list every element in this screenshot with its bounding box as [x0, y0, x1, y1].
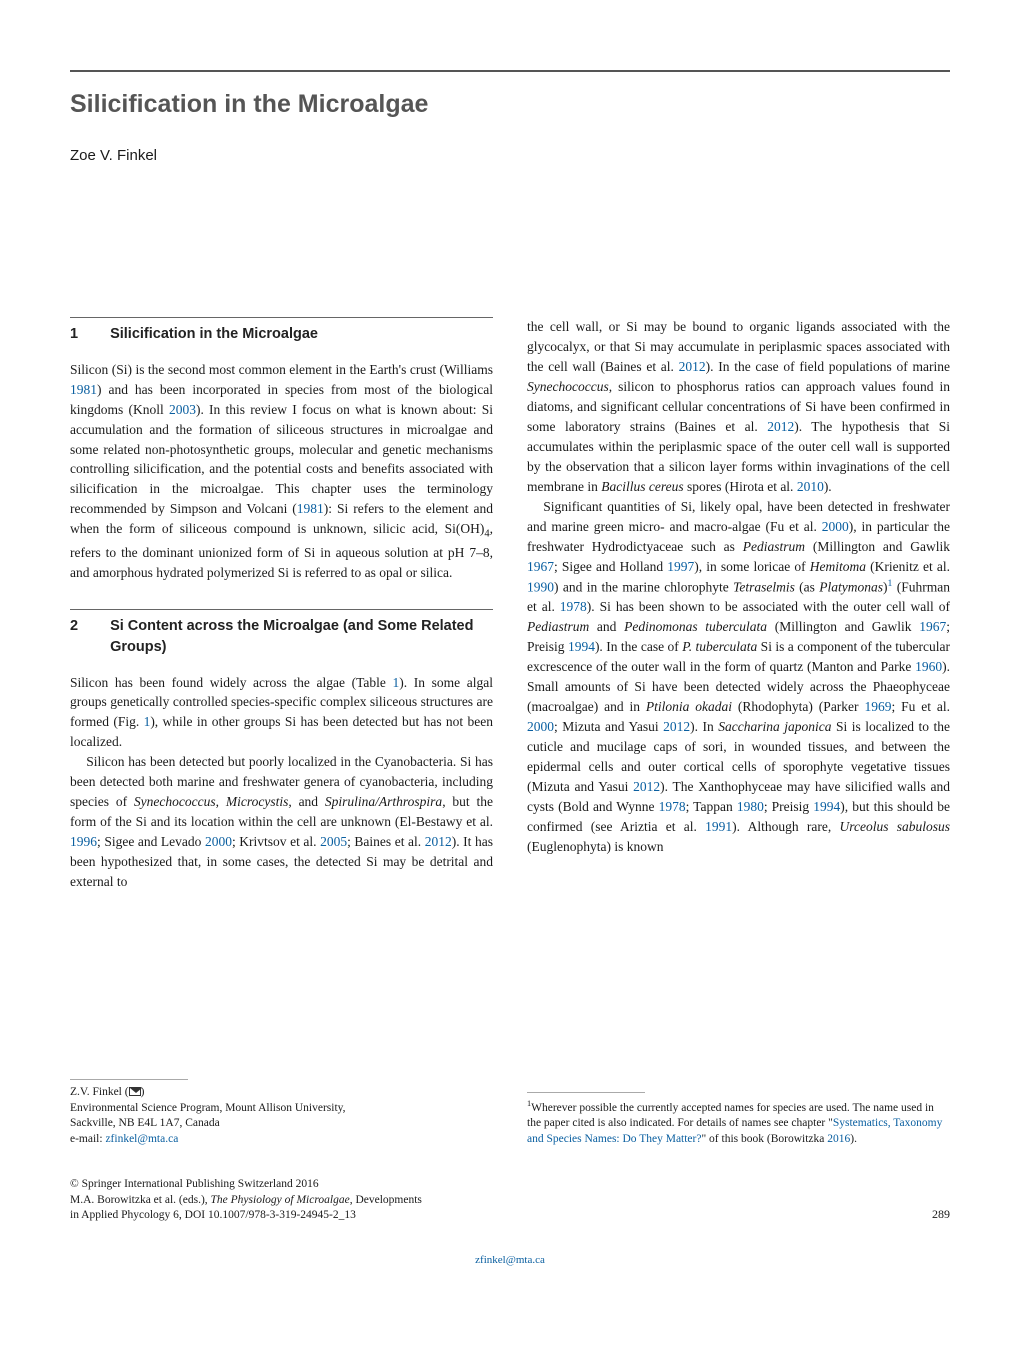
chapter-title: Silicification in the Microalgae	[70, 86, 950, 123]
section-1-number: 1	[70, 324, 78, 345]
col2-para-2: Significant quantities of Si, likely opa…	[527, 497, 950, 857]
section-1-heading: 1 Silicification in the Microalgae	[70, 324, 493, 345]
section-1-para-1: Silicon (Si) is the second most common e…	[70, 360, 493, 583]
corresponding-author: Z.V. Finkel	[70, 1086, 122, 1098]
section-2-rule	[70, 609, 493, 610]
email-label: e-mail:	[70, 1133, 105, 1145]
copyright-line-3: in Applied Phycology 6, DOI 10.1007/978-…	[70, 1209, 356, 1221]
footnote-1-text: 1Wherever possible the currently accepte…	[527, 1098, 950, 1147]
section-2-para-1: Silicon has been found widely across the…	[70, 673, 493, 753]
copyright-line-2: M.A. Borowitzka et al. (eds.), The Physi…	[70, 1194, 422, 1206]
left-column: 1 Silicification in the Microalgae Silic…	[70, 317, 493, 1147]
page-footer: © Springer International Publishing Swit…	[70, 1177, 950, 1224]
affiliation-line-1: Environmental Science Program, Mount All…	[70, 1102, 346, 1114]
two-column-layout: 1 Silicification in the Microalgae Silic…	[70, 317, 950, 1147]
footnote-1-rule	[527, 1092, 645, 1093]
affiliation-line-2: Sackville, NB E4L 1A7, Canada	[70, 1117, 220, 1129]
section-2-number: 2	[70, 616, 78, 659]
affiliation-rule	[70, 1079, 188, 1080]
section-2-para-2: Silicon has been detected but poorly loc…	[70, 752, 493, 892]
title-rule	[70, 70, 950, 72]
section-1-title: Silicification in the Microalgae	[110, 324, 493, 345]
affiliation-text: Z.V. Finkel () Environmental Science Pro…	[70, 1085, 493, 1147]
section-1-rule	[70, 317, 493, 318]
copyright-line-1: © Springer International Publishing Swit…	[70, 1178, 319, 1190]
envelope-icon	[129, 1087, 141, 1096]
affiliation-block: Z.V. Finkel () Environmental Science Pro…	[70, 1029, 493, 1147]
copyright-block: © Springer International Publishing Swit…	[70, 1177, 422, 1224]
page-number: 289	[932, 1206, 950, 1224]
col2-para-1: the cell wall, or Si may be bound to org…	[527, 317, 950, 497]
footer-email: zfinkel@mta.ca	[70, 1252, 950, 1268]
right-column: the cell wall, or Si may be bound to org…	[527, 317, 950, 1147]
author-name: Zoe V. Finkel	[70, 145, 950, 167]
section-2-title: Si Content across the Microalgae (and So…	[110, 616, 493, 659]
footnote-1-block: 1Wherever possible the currently accepte…	[527, 1042, 950, 1147]
section-2-heading: 2 Si Content across the Microalgae (and …	[70, 616, 493, 659]
author-email[interactable]: zfinkel@mta.ca	[105, 1133, 178, 1145]
